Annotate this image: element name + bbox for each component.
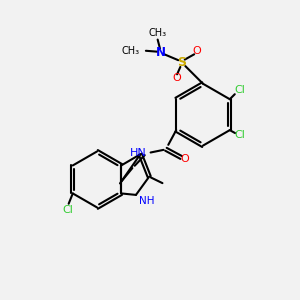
Text: CH₃: CH₃ (121, 46, 140, 56)
Text: NH: NH (140, 196, 155, 206)
Text: Cl: Cl (235, 85, 245, 95)
Text: HN: HN (129, 148, 146, 158)
Text: Cl: Cl (235, 130, 245, 140)
Text: O: O (172, 73, 181, 83)
Text: Cl: Cl (62, 205, 73, 215)
Text: S: S (177, 56, 186, 69)
Text: N: N (156, 46, 166, 59)
Text: CH₃: CH₃ (148, 28, 167, 38)
Text: O: O (193, 46, 202, 56)
Text: O: O (180, 154, 189, 164)
